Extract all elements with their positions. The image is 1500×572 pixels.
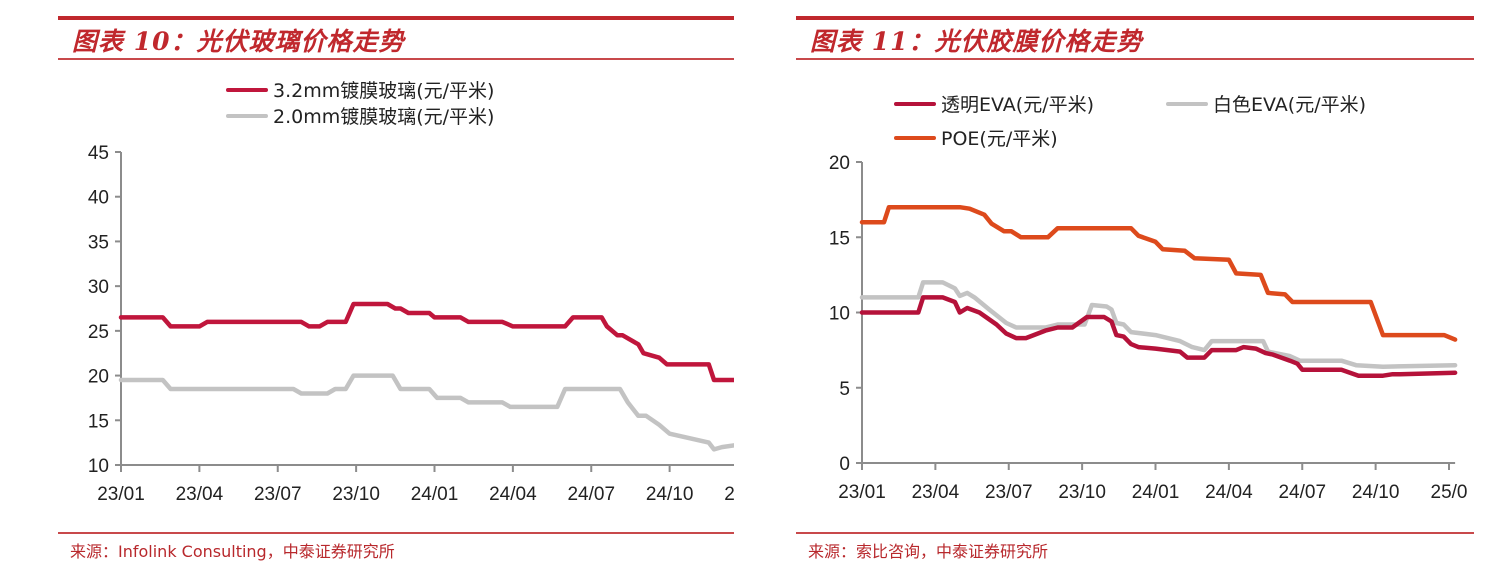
legend-swatch bbox=[1166, 101, 1208, 106]
series-line-1 bbox=[859, 280, 1458, 369]
y-tick-label: 15 bbox=[829, 228, 850, 249]
y-tick-label: 10 bbox=[88, 456, 109, 477]
y-tick-label: 5 bbox=[839, 379, 850, 400]
series-line-2 bbox=[859, 204, 1458, 342]
y-tick-label: 45 bbox=[88, 143, 109, 164]
figure-title: 图表 10：光伏玻璃价格走势 bbox=[72, 27, 405, 56]
x-tick-label: 24/04 bbox=[489, 484, 537, 505]
legend-label: POE(元/平米) bbox=[941, 128, 1058, 150]
title-top-rule bbox=[58, 16, 734, 20]
legend-label: 2.0mm镀膜玻璃(元/平米) bbox=[273, 106, 495, 128]
y-tick-label: 40 bbox=[88, 188, 109, 209]
source-rule bbox=[58, 532, 734, 534]
x-tick-label: 24/04 bbox=[1205, 482, 1253, 503]
x-tick-label: 23/01 bbox=[97, 484, 145, 505]
x-tick-label: 24/01 bbox=[1132, 482, 1180, 503]
legend-item-poe: POE(元/平米) bbox=[894, 124, 1058, 151]
x-tick-label: 23/07 bbox=[985, 482, 1033, 503]
y-tick-label: 0 bbox=[839, 454, 850, 475]
y-tick-label: 10 bbox=[829, 304, 850, 325]
legend-label: 3.2mm镀膜玻璃(元/平米) bbox=[273, 80, 495, 102]
y-tick-label: 15 bbox=[88, 411, 109, 432]
figure-title: 图表 11：光伏胶膜价格走势 bbox=[810, 27, 1143, 56]
legend-item-white-eva: 白色EVA(元/平米) bbox=[1166, 90, 1366, 117]
y-tick-label: 35 bbox=[88, 232, 109, 253]
x-tick-label: 24/01 bbox=[411, 484, 459, 505]
x-tick-label: 23/04 bbox=[912, 482, 960, 503]
title-top-rule bbox=[796, 16, 1474, 20]
x-tick-label: 23/07 bbox=[254, 484, 302, 505]
legend-label: 白色EVA(元/平米) bbox=[1213, 94, 1367, 116]
figure-11-panel: 图表 11：光伏胶膜价格走势 透明EVA(元/平米) 白色EVA(元/平米) P… bbox=[796, 0, 1474, 572]
x-tick-label: 24/07 bbox=[567, 484, 615, 505]
legend-item-3.2mm-glass: 3.2mm镀膜玻璃(元/平米) bbox=[226, 76, 494, 103]
source-rule bbox=[796, 532, 1474, 534]
source-note: 来源：Infolink Consulting，中泰证券研究所 bbox=[70, 542, 395, 561]
series-line-1 bbox=[118, 373, 734, 452]
legend-label: 透明EVA(元/平米) bbox=[941, 94, 1095, 116]
series-line-0 bbox=[859, 295, 1458, 378]
x-tick-label: 23/01 bbox=[838, 482, 886, 503]
x-tick-label: 25/0 bbox=[1431, 482, 1468, 503]
legend-swatch bbox=[226, 87, 268, 92]
x-tick-label: 25/01 bbox=[724, 484, 734, 505]
y-tick-label: 20 bbox=[829, 153, 850, 174]
title-bottom-rule bbox=[796, 58, 1474, 60]
source-note: 来源：索比咨询，中泰证券研究所 bbox=[808, 542, 1049, 561]
y-tick-label: 30 bbox=[88, 277, 109, 298]
legend-swatch bbox=[894, 101, 936, 106]
x-tick-label: 24/10 bbox=[1352, 482, 1400, 503]
legend-swatch bbox=[894, 135, 936, 140]
x-tick-label: 23/10 bbox=[332, 484, 380, 505]
title-bottom-rule bbox=[58, 58, 734, 60]
figure-10-panel: 图表 10：光伏玻璃价格走势 3.2mm镀膜玻璃(元/平米) 2.0mm镀膜玻璃… bbox=[58, 0, 734, 572]
y-tick-label: 20 bbox=[88, 367, 109, 388]
legend-swatch bbox=[226, 113, 268, 118]
x-tick-label: 24/10 bbox=[646, 484, 694, 505]
y-tick-label: 25 bbox=[88, 322, 109, 343]
series-line-0 bbox=[118, 301, 734, 383]
legend-item-2.0mm-glass: 2.0mm镀膜玻璃(元/平米) bbox=[226, 102, 494, 129]
glass-price-chart: 10 15 20 25 30 35 40 45 23/01 23/04 23/07 23/10 24/0… bbox=[88, 143, 734, 505]
film-price-chart: 0 5 10 15 20 23/01 23/04 23/07 23/10 24/01 24/04 24… bbox=[829, 153, 1468, 503]
x-tick-label: 23/10 bbox=[1058, 482, 1106, 503]
legend-item-clear-eva: 透明EVA(元/平米) bbox=[894, 90, 1094, 117]
x-tick-label: 24/07 bbox=[1278, 482, 1326, 503]
x-tick-label: 23/04 bbox=[176, 484, 224, 505]
